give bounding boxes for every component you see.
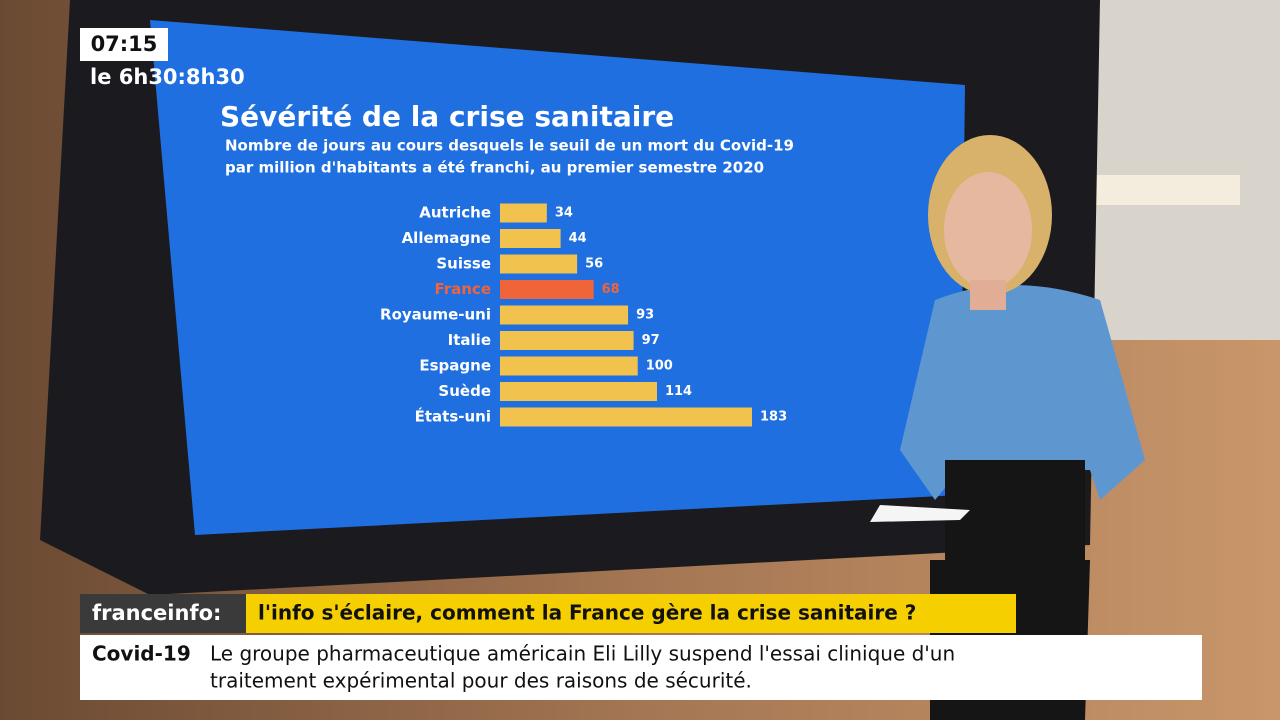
category-label: Suisse <box>436 255 491 273</box>
studio-light <box>1080 175 1240 205</box>
category-label: Espagne <box>419 357 491 375</box>
ticker-topic: Covid-19 <box>92 642 191 666</box>
value-label: 34 <box>555 206 573 221</box>
show-time: le 6h30:8h30 <box>90 65 245 89</box>
ticker-box <box>80 635 1202 700</box>
headline: l'info s'éclaire, comment la France gère… <box>258 601 916 625</box>
category-label: États-uni <box>415 407 491 426</box>
value-label: 44 <box>569 231 587 246</box>
bar <box>500 356 638 376</box>
value-label: 114 <box>665 384 692 399</box>
category-label: Royaume-uni <box>380 306 491 324</box>
chart-title: Sévérité de la crise sanitaire <box>220 100 674 133</box>
value-label: 183 <box>760 410 787 425</box>
brand-box <box>80 594 246 633</box>
chart-subtitle: Nombre de jours au cours desquels le seu… <box>225 137 794 155</box>
bar <box>500 203 547 223</box>
chart-plot: Autriche 34 Allemagne 44 Suisse 56 France 68 Roy… <box>380 203 787 427</box>
category-label: Autriche <box>419 204 491 222</box>
ticker-text: Le groupe pharmaceutique américain Eli L… <box>210 642 955 666</box>
clock: 07:15 <box>91 32 158 56</box>
value-label: 56 <box>585 257 603 272</box>
bar <box>500 382 657 401</box>
bar <box>500 331 634 350</box>
category-label: France <box>434 280 491 298</box>
bar <box>500 305 629 325</box>
clock-box <box>80 28 168 61</box>
value-label: 97 <box>642 333 660 348</box>
category-label: Suède <box>438 382 491 400</box>
value-label: 100 <box>646 359 673 374</box>
category-label: Allemagne <box>402 229 491 247</box>
ticker-text: traitement expérimental pour des raisons… <box>210 669 752 693</box>
brand: franceinfo: <box>92 601 221 625</box>
bar <box>500 229 561 248</box>
value-label: 93 <box>636 308 654 323</box>
chart-subtitle: par million d'habitants a été franchi, a… <box>225 159 764 177</box>
category-label: Italie <box>448 331 491 349</box>
bar <box>500 407 752 427</box>
screen <box>150 20 965 535</box>
value-label: 68 <box>602 282 620 297</box>
bar <box>500 254 578 274</box>
headline-box <box>246 594 1016 633</box>
bar <box>500 280 594 299</box>
